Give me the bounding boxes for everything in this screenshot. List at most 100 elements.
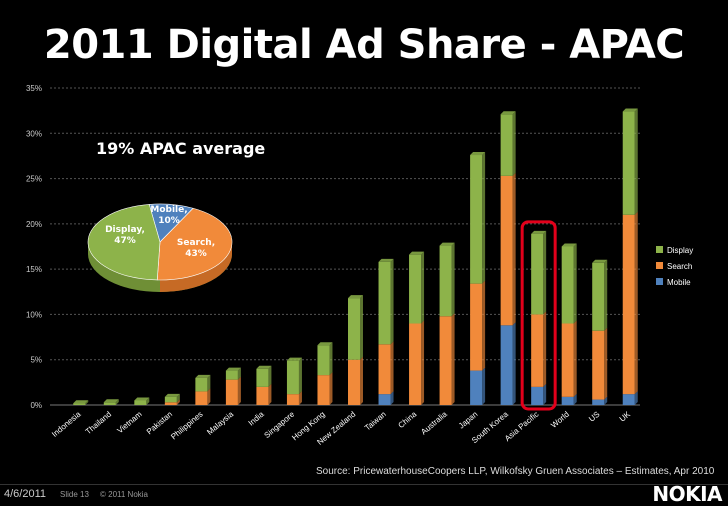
bar-segment-side [390,341,394,395]
bar-segment-side [543,230,547,315]
bar-segment-display [561,246,574,324]
bar-segment-side [237,376,241,405]
bar-segment-display [378,261,391,345]
bar-top-cap [378,258,394,262]
bar-segment-display [103,402,116,405]
footer: 4/6/2011 Slide 13 © 2011 Nokia NOKIA [0,482,728,506]
x-tick-label: Japan [457,410,479,431]
bar-segment-side [421,320,425,405]
bar-top-cap [134,397,150,401]
bar-segment-mobile [531,386,544,405]
bar-segment-side [634,211,638,395]
bar-segment-display [348,298,360,360]
bar-segment-side [573,320,577,397]
bar-segment-side [390,258,394,345]
slide-title: 2011 Digital Ad Share - APAC [43,21,686,69]
bar-segment-side [482,367,486,405]
bar-segment-search [531,314,544,387]
bar-segment-side [329,372,333,405]
bar-segment-display [622,111,635,215]
bar-segment-mobile [561,396,574,405]
bar-segment-side [146,397,150,405]
x-tick-label: China [397,409,419,430]
bar-top-cap [103,399,119,403]
legend-swatch-search [656,262,663,269]
x-tick-label: Asia Pacific [503,410,540,443]
highlight-box [520,220,557,411]
y-axis-ticks: 0% 5% 10% 15% 20% 25% 30% 35% [26,84,42,410]
bar-segment-display [73,403,86,405]
bar-top-cap [592,259,608,263]
bar-segment-mobile [378,394,391,405]
bar-segment-search [225,379,238,405]
bar-segment-mobile [592,399,605,405]
bar-segment-search [622,214,635,395]
legend-label-mobile: Mobile [667,278,691,287]
bar-segment-side [482,152,486,284]
bar-top-cap [73,400,89,404]
bar-segment-search [500,175,513,326]
bar-segment-side [176,399,180,405]
pie-slice-label: Search, 43% [177,238,215,259]
bar-segment-side [634,391,638,405]
bar-segment-side [604,327,608,400]
bar-top-cap [470,152,486,156]
legend-label-display: Display [667,246,693,255]
pie-chart: Mobile, 10% Search, 43% Display, 47% [87,203,233,292]
bar-top-cap [348,295,363,299]
bars [73,108,638,405]
bar-segment-search [348,359,360,405]
y-tick-label: 0% [30,401,42,410]
legend-swatch-display [656,246,663,253]
x-tick-label: India [247,409,266,427]
y-tick-label: 30% [26,129,42,138]
bar-segment-search [409,323,422,405]
bar-segment-mobile [470,370,483,405]
bar-segment-side [573,243,577,324]
bar-segment-search [164,402,177,405]
bar-segment-mobile [622,394,635,405]
bar-segment-display [164,396,177,403]
bar-segment-search [317,375,330,405]
x-tick-label: Australia [419,409,449,436]
bar-segment-side [329,342,333,376]
bar-segment-side [390,391,394,405]
bar-top-cap [256,365,272,369]
x-tick-label: Indonesia [50,409,83,439]
bar-segment-display [439,245,452,317]
bar-segment-side [360,295,363,360]
bar-segment-side [176,393,180,403]
bar-segment-side [512,322,516,405]
bar-top-cap [195,374,211,378]
legend-swatch-mobile [656,278,663,285]
bar-top-cap [164,393,180,397]
bar-segment-search [256,386,269,405]
bar-segment-side [298,391,302,405]
bar-top-cap [561,243,577,247]
legend: Display Search Mobile [656,246,693,287]
pie-slice [156,207,233,281]
bar-segment-side [207,374,211,392]
x-tick-label: Pakistan [145,410,174,437]
bar-segment-side [512,111,516,176]
bar-top-cap [286,357,302,361]
bar-segment-display [592,262,605,331]
y-tick-label: 20% [26,220,42,229]
bar-segment-side [85,400,89,405]
x-tick-label: Taiwan [363,410,388,433]
bar-top-cap [317,342,333,346]
bar-segment-side [451,242,455,317]
bar-segment-side [360,356,363,405]
bar-top-cap [500,111,516,115]
pie-slice-label: Display, 47% [105,225,145,246]
apac-average-annotation: 19% APAC average [96,139,265,158]
x-tick-label: Vietnam [115,409,143,435]
bar-segment-side [115,399,119,405]
bar-top-cap [531,230,547,234]
bar-segment-display [531,233,544,315]
bar-segment-side [298,357,302,395]
bar-segment-display [286,360,299,395]
bar-segment-display [256,368,269,387]
nokia-logo: NOKIA [652,482,722,506]
